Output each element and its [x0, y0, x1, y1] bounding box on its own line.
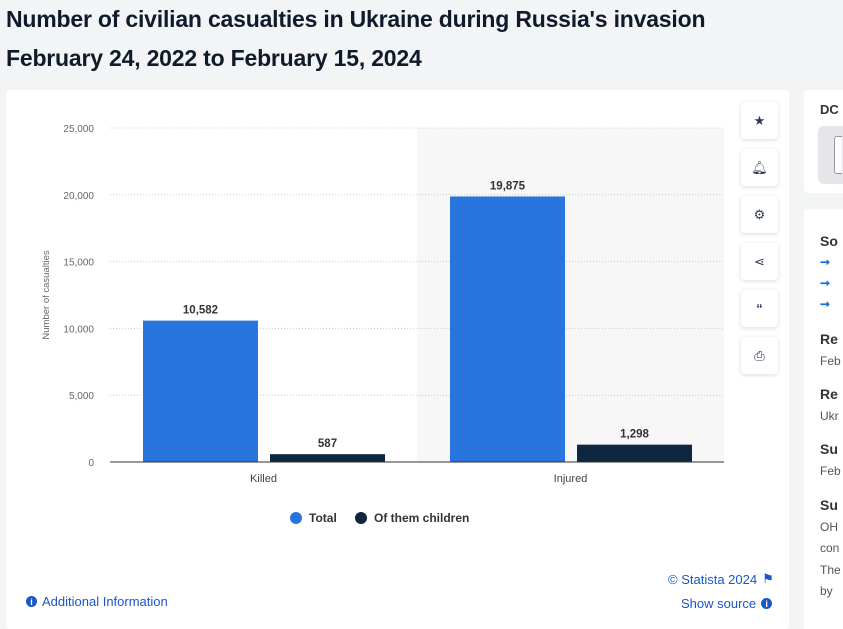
cite-button[interactable]: “ [741, 290, 778, 327]
source-heading: So [820, 233, 838, 249]
favorite-button[interactable]: ★ [741, 102, 778, 139]
source-panel: So ➞ ➞ ➞ Re Feb Re Ukr Su Feb Su OH con … [804, 209, 843, 629]
data-label: 587 [318, 438, 337, 450]
bar-total [143, 320, 258, 462]
region-heading: Re [820, 386, 838, 402]
y-tick-label: 5,000 [69, 391, 94, 402]
flag-icon: ⚑ [762, 571, 774, 586]
x-tick-label: Injured [554, 473, 588, 485]
legend-item: Total [309, 511, 337, 525]
bell-icon: 🔔︎ [751, 159, 768, 175]
legend-item: Of them children [374, 511, 469, 525]
print-icon: ⎙ [754, 347, 765, 363]
download-panel: DC [804, 90, 843, 193]
bar-of-them-children [270, 454, 385, 462]
legend-marker [290, 512, 302, 524]
info-icon: i [761, 598, 773, 609]
arrow-icon[interactable]: ➞ [820, 276, 831, 290]
release-date-heading: Re [820, 331, 838, 347]
download-box [818, 126, 843, 184]
release-date-value: Feb [820, 354, 841, 368]
share-button[interactable]: ⋖ [741, 243, 778, 280]
share-icon: ⋖ [754, 253, 765, 269]
y-axis-label: Number of casualties [41, 250, 52, 339]
y-tick-label: 0 [88, 458, 94, 469]
legend-marker [355, 512, 367, 524]
info-icon: i [26, 596, 37, 607]
supplementary-text: con [820, 541, 840, 555]
survey-period-value: Feb [820, 464, 841, 478]
supplementary-text: by [820, 584, 833, 598]
data-label: 1,298 [620, 429, 649, 441]
chart-card: 0 5,000 10,000 15,000 20,000 25,000 Number of … [6, 90, 789, 629]
print-button[interactable]: ⎙ [741, 337, 778, 374]
quote-icon: “ [756, 301, 763, 316]
notification-button[interactable]: 🔔︎ [741, 149, 778, 186]
statista-copyright-link[interactable]: © Statista 2024 ⚑ [668, 571, 774, 587]
bar-total [450, 196, 565, 462]
show-source-link[interactable]: Show source i [681, 596, 773, 611]
supplementary-text: OH [820, 520, 838, 534]
arrow-icon[interactable]: ➞ [820, 297, 831, 311]
download-heading: DC [820, 102, 839, 117]
additional-information-link[interactable]: i Additional Information [26, 594, 168, 609]
survey-period-heading: Su [820, 441, 838, 457]
y-tick-label: 15,000 [63, 258, 94, 269]
bar-chart: 0 5,000 10,000 15,000 20,000 25,000 Number of … [41, 124, 724, 525]
chart-toolbar: ★ 🔔︎ ⚙ ⋖ “ ⎙ [741, 102, 778, 384]
data-label: 10,582 [183, 305, 218, 317]
gear-icon: ⚙ [753, 206, 766, 222]
supplementary-text: The [820, 563, 841, 577]
y-tick-label: 25,000 [63, 124, 94, 135]
bar-of-them-children [577, 444, 692, 462]
supplementary-heading: Su [820, 497, 838, 513]
settings-button[interactable]: ⚙ [741, 196, 778, 233]
region-value: Ukr [820, 409, 839, 423]
y-tick-label: 20,000 [63, 191, 94, 202]
arrow-icon[interactable]: ➞ [820, 255, 831, 269]
x-tick-label: Killed [250, 473, 277, 485]
page-title: Number of civilian casualties in Ukraine… [6, 6, 706, 71]
y-tick-label: 10,000 [63, 324, 94, 335]
star-icon: ★ [753, 112, 766, 128]
download-button[interactable] [834, 136, 842, 174]
data-label: 19,875 [490, 180, 526, 192]
